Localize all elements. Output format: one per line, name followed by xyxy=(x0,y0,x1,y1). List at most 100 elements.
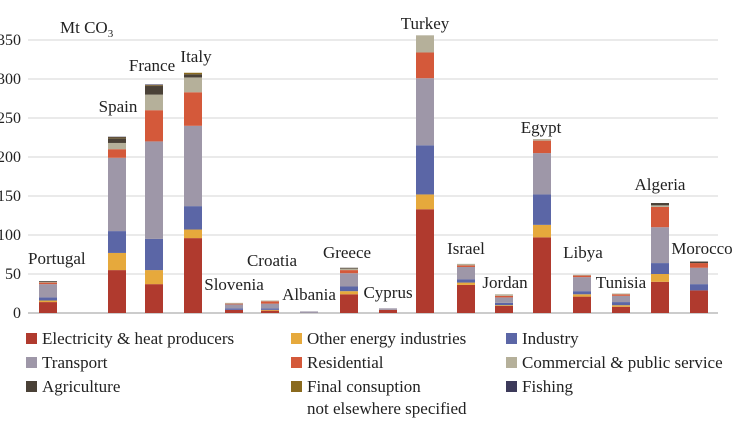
legend-item: Commercial & public service xyxy=(506,352,746,374)
country-label: Israel xyxy=(447,239,485,258)
bar-segment xyxy=(39,281,57,282)
legend-swatch xyxy=(506,333,517,344)
gridlines xyxy=(28,39,718,314)
legend-swatch xyxy=(291,357,302,368)
bar-segment xyxy=(612,294,630,296)
bar-segment xyxy=(379,309,397,313)
country-labels: Portugal Spain France Italy Slovenia Croatia A… xyxy=(28,14,733,304)
legend-item: Agriculture xyxy=(26,376,291,420)
bar-segment xyxy=(690,263,708,268)
bar-segment xyxy=(457,266,475,280)
bar-segment xyxy=(261,301,279,304)
bar-segment xyxy=(39,284,57,298)
bar-segment xyxy=(184,229,202,239)
country-label: Egypt xyxy=(521,118,562,137)
legend-item: Transport xyxy=(26,352,291,374)
y-tick-label: 250 xyxy=(0,110,21,127)
bar-segment xyxy=(108,157,126,232)
bar-segment xyxy=(495,305,513,306)
y-tick-label: 0 xyxy=(13,305,21,322)
bar-segment xyxy=(416,145,434,195)
bar-segment xyxy=(573,291,591,295)
bar-segment xyxy=(184,206,202,230)
bar-segment xyxy=(39,297,57,301)
bar-segment xyxy=(416,194,434,210)
bar-segment xyxy=(39,302,57,313)
bar-segment xyxy=(690,261,708,264)
y-axis-unit-label: Mt CO3 xyxy=(60,18,114,40)
country-label: Slovenia xyxy=(204,275,264,294)
bar-segment xyxy=(651,206,669,228)
bar-segment xyxy=(495,297,513,303)
legend-label: Final consuption not elsewhere specified xyxy=(307,377,467,418)
bar-segment xyxy=(416,78,434,146)
bar-segment xyxy=(184,92,202,126)
country-label: France xyxy=(129,56,175,75)
bar-segment xyxy=(340,270,358,274)
country-label: Algeria xyxy=(635,175,686,194)
legend-item: Fishing xyxy=(506,376,746,420)
bar-segment xyxy=(573,296,591,313)
bar-segment xyxy=(495,302,513,306)
bar-segment xyxy=(573,294,591,297)
bar-segment xyxy=(651,281,669,313)
bar-segment xyxy=(108,138,126,143)
country-label: Albania xyxy=(282,285,336,304)
legend: Electricity & heat producers Other energy… xyxy=(26,328,746,420)
bar-segment xyxy=(184,74,202,78)
bar-segment xyxy=(612,302,630,306)
bar-segment xyxy=(145,141,163,239)
bar-segment xyxy=(39,300,57,303)
bar-segment xyxy=(340,273,358,287)
bar-segment xyxy=(573,274,591,276)
bar-segment xyxy=(184,125,202,207)
legend-swatch xyxy=(26,333,37,344)
bar-segment xyxy=(612,306,630,313)
bar-segment xyxy=(261,308,279,310)
bar-segment xyxy=(533,140,551,154)
bar-segment xyxy=(533,237,551,313)
bar-segment xyxy=(145,94,163,111)
bar-segment xyxy=(108,137,126,139)
legend-swatch xyxy=(291,381,302,392)
y-tick-label: 150 xyxy=(0,188,21,205)
legend-label: Transport xyxy=(42,353,108,372)
legend-label: Other energy industries xyxy=(307,329,467,348)
country-label: Portugal xyxy=(28,249,86,268)
legend-swatch xyxy=(291,333,302,344)
bar-segment xyxy=(184,72,202,75)
bar-segment xyxy=(416,52,434,79)
legend-label: Agriculture xyxy=(42,377,121,396)
legend-label: Residential xyxy=(307,353,384,372)
legend-item: Electricity & heat producers xyxy=(26,328,291,350)
bar-segment xyxy=(340,291,358,295)
country-label: Croatia xyxy=(247,251,297,270)
bar-segment xyxy=(651,263,669,274)
bar-segment xyxy=(39,281,57,283)
bar-segment xyxy=(457,284,475,313)
bar-segment xyxy=(184,77,202,93)
bar-segment xyxy=(261,309,279,311)
bar-segment xyxy=(261,300,279,302)
bar-segment xyxy=(690,284,708,291)
stacked-bar-chart: 0 50 100 150 200 250 300 350 Portugal Spain Franc… xyxy=(0,14,733,322)
bar-segment xyxy=(612,305,630,307)
country-label: Jordan xyxy=(482,273,528,292)
y-tick-label: 350 xyxy=(0,32,21,49)
bar-segment xyxy=(457,265,475,267)
bar-segment xyxy=(145,86,163,95)
bar-segment xyxy=(651,203,669,206)
bar-segment xyxy=(145,85,163,87)
legend-item: Final consuption not elsewhere specified xyxy=(291,376,506,420)
bar-segment xyxy=(533,153,551,195)
country-label: Cyprus xyxy=(363,283,412,302)
bar-segment xyxy=(261,303,279,309)
y-tick-label: 100 xyxy=(0,227,21,244)
bar-segment xyxy=(457,263,475,266)
bar-segment xyxy=(651,227,669,264)
bar-segment xyxy=(651,205,669,207)
bar-segment xyxy=(457,282,475,285)
bar-segment xyxy=(145,284,163,313)
bar-segment xyxy=(340,268,358,271)
country-label: Tunisia xyxy=(596,273,647,292)
